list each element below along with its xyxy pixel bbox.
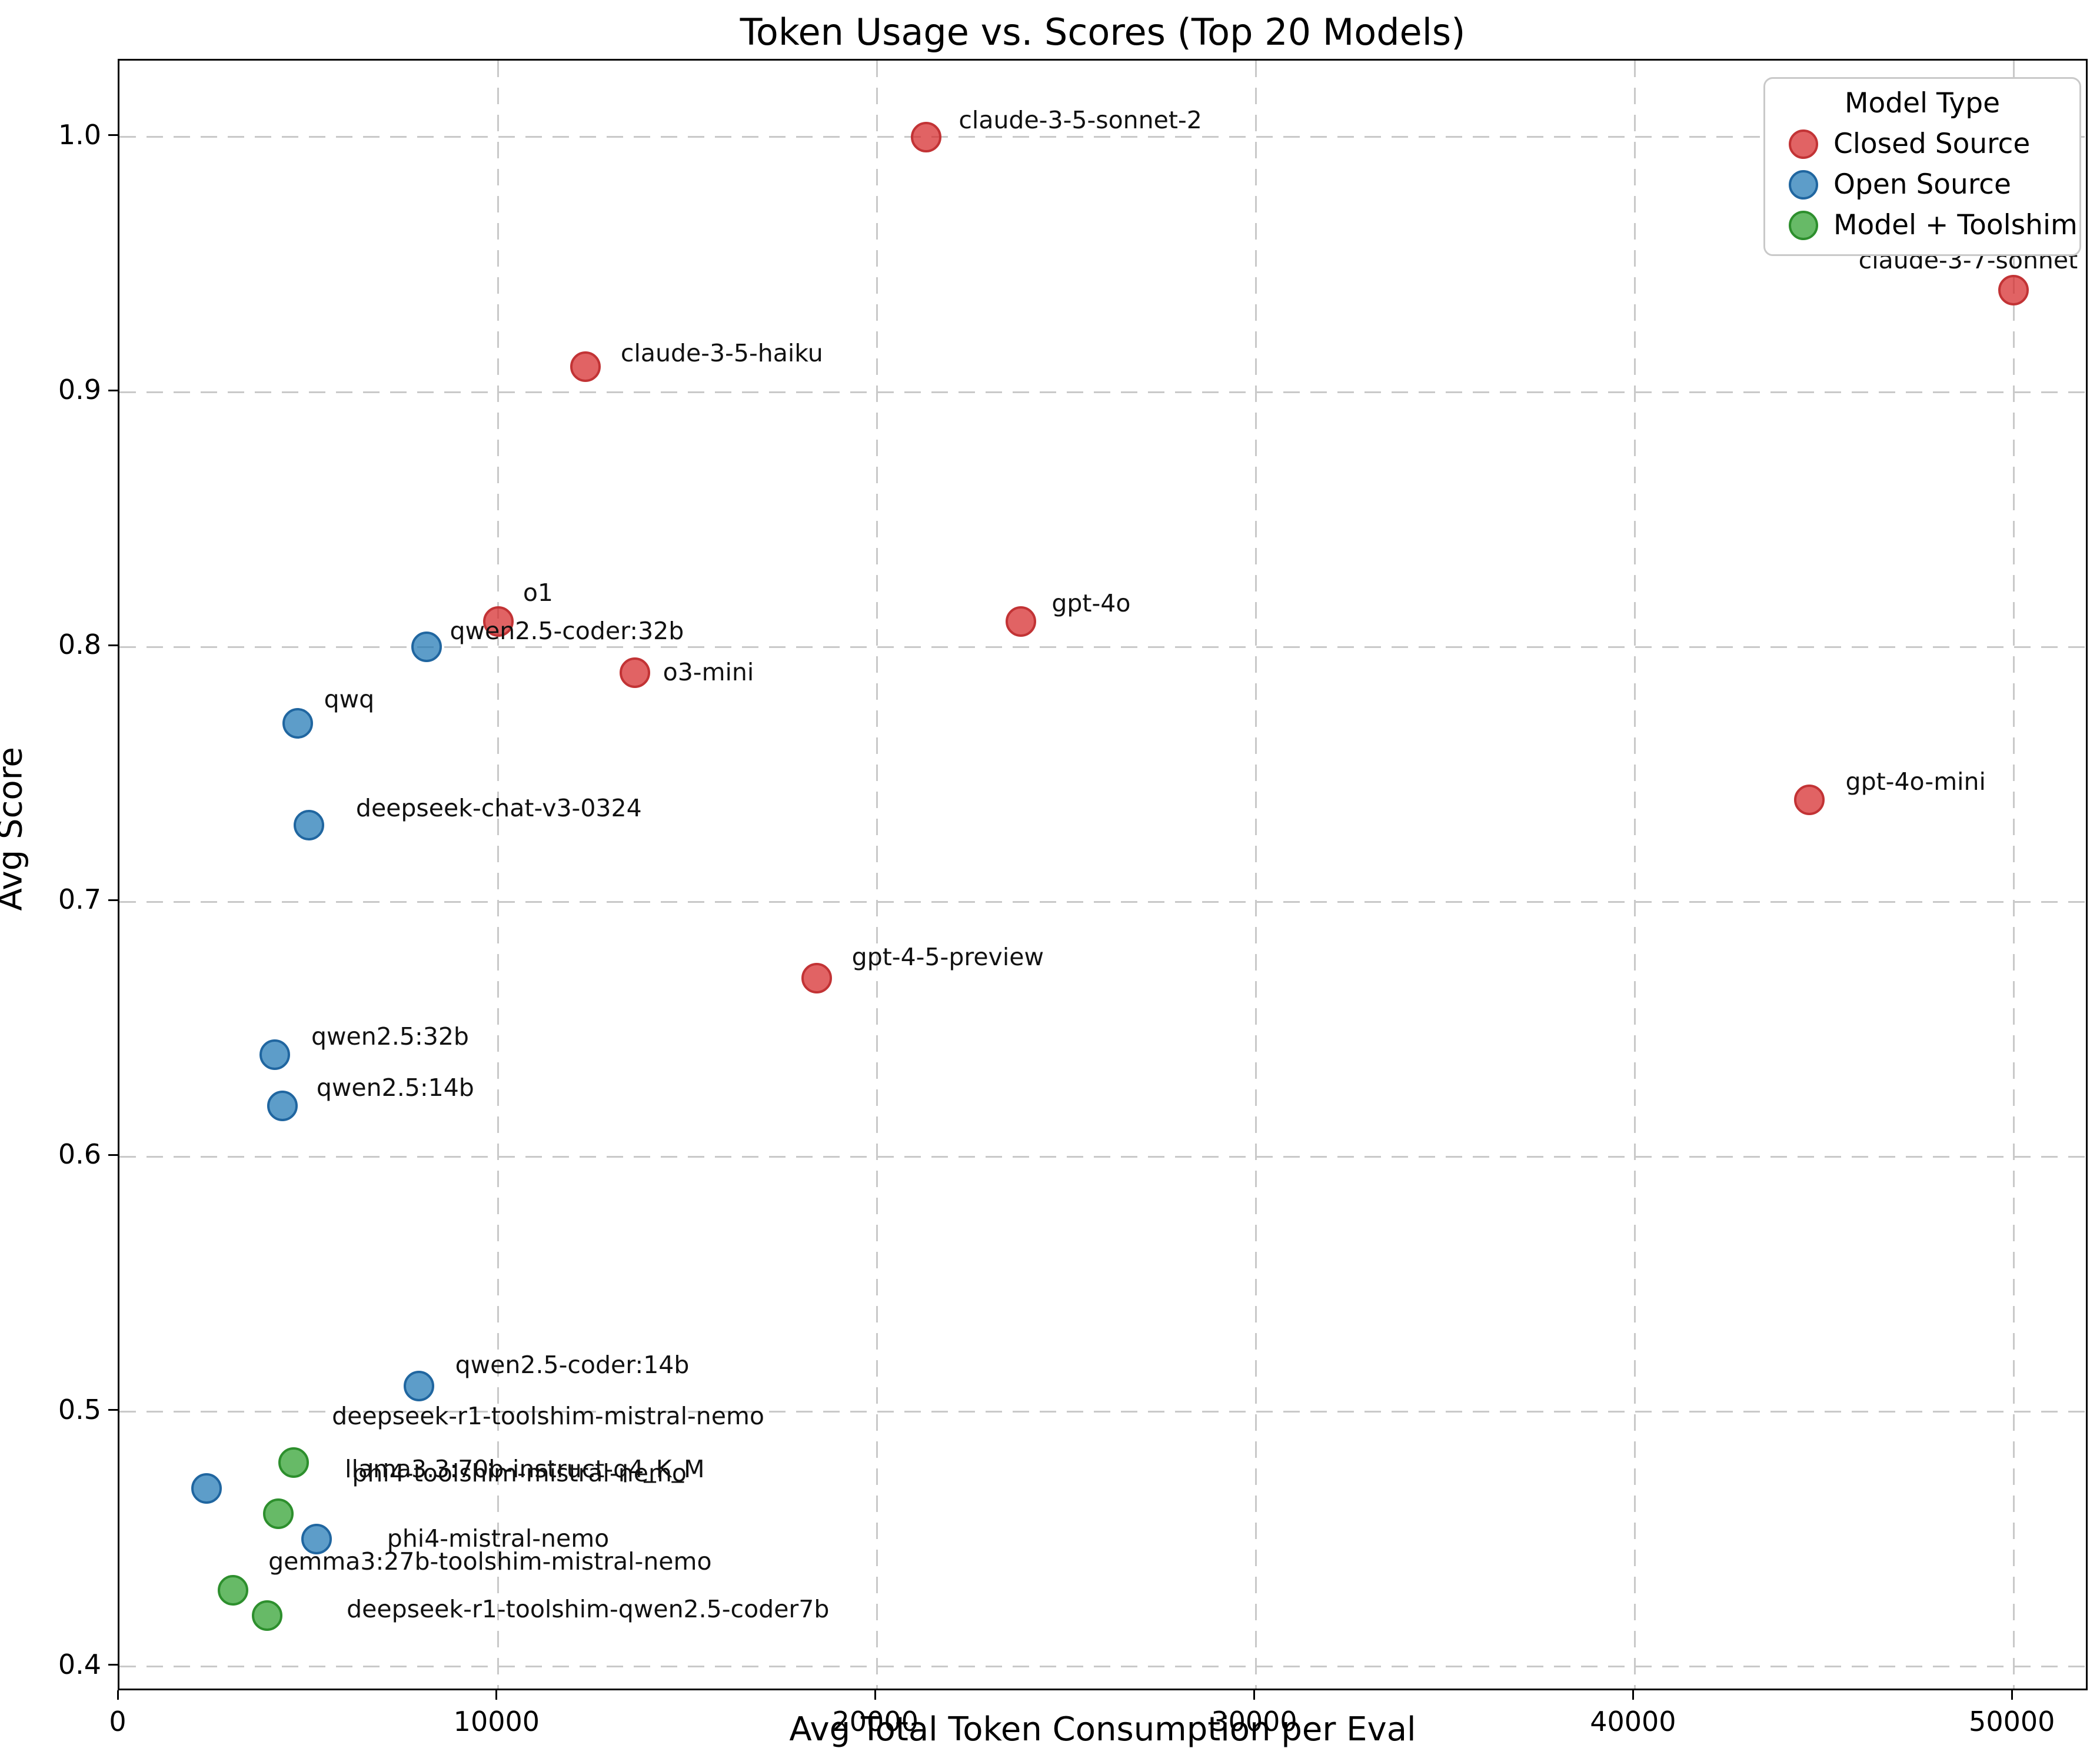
- y-tick-mark: [108, 1664, 118, 1666]
- x-tick-label: 0: [109, 1706, 127, 1737]
- point-label-gpt-4o: gpt-4o: [1051, 589, 1131, 617]
- point-label-gemma3:27b-toolshim-mistral-nemo: gemma3:27b-toolshim-mistral-nemo: [268, 1547, 712, 1576]
- y-tick-label: 0.4: [58, 1648, 101, 1680]
- gridline-horizontal: [119, 1666, 2086, 1668]
- scatter-point-claude-3-5-sonnet-2: [911, 121, 942, 152]
- point-label-deepseek-r1-toolshim-mistral-nemo: deepseek-r1-toolshim-mistral-nemo: [332, 1402, 765, 1431]
- y-tick-label: 0.6: [58, 1138, 101, 1171]
- x-tick-mark: [1632, 1690, 1634, 1700]
- x-tick-mark: [117, 1690, 119, 1700]
- y-tick-mark: [108, 389, 118, 391]
- y-tick-mark: [108, 134, 118, 137]
- point-label-o1: o1: [522, 578, 554, 607]
- x-tick-label: 30000: [1211, 1706, 1297, 1737]
- legend: Model Type Closed Source Open Source Model…: [1763, 77, 2081, 256]
- x-tick-mark: [495, 1690, 498, 1700]
- scatter-point-qwen2.5:32b: [259, 1039, 290, 1071]
- y-tick-label: 0.8: [58, 629, 101, 661]
- point-label-gpt-4-5-preview: gpt-4-5-preview: [851, 943, 1044, 972]
- y-tick-label: 0.7: [58, 883, 101, 916]
- scatter-point-qwen2.5:14b: [267, 1090, 298, 1121]
- x-tick-label: 20000: [832, 1706, 918, 1737]
- scatter-point-gpt-4-5-preview: [801, 963, 832, 994]
- legend-rows: Closed Source Open Source Model + Toolshim: [1780, 128, 2078, 241]
- y-tick-mark: [108, 644, 118, 646]
- gridline-vertical: [2012, 61, 2015, 1689]
- scatter-point-llama3.3:70b-instruct-q4_K_M: [191, 1473, 222, 1504]
- y-tick-mark: [108, 1154, 118, 1156]
- gridline-vertical: [1633, 61, 1636, 1689]
- point-label-phi4-toolshim-mistral-nemo: phi4-toolshim-mistral-nemo: [352, 1458, 687, 1487]
- point-label-deepseek-r1-toolshim-qwen2.5-coder7b: deepseek-r1-toolshim-qwen2.5-coder7b: [347, 1595, 830, 1624]
- legend-item-label: Model + Toolshim: [1833, 209, 2078, 241]
- y-axis-label: Avg Score: [0, 747, 30, 911]
- y-tick-label: 0.5: [58, 1393, 101, 1425]
- x-tick-label: 40000: [1590, 1706, 1676, 1737]
- legend-title: Model Type: [1844, 87, 2000, 119]
- scatter-point-deepseek-r1-toolshim-mistral-nemo: [278, 1447, 309, 1478]
- legend-item-Closed Source: Closed Source: [1780, 128, 2064, 160]
- scatter-point-qwen2.5-coder:14b: [403, 1371, 434, 1402]
- gridline-horizontal: [119, 136, 2086, 138]
- point-label-qwq: qwq: [324, 685, 375, 714]
- point-label-qwen2.5-coder:32b: qwen2.5-coder:32b: [450, 617, 684, 646]
- point-label-qwen2.5:32b: qwen2.5:32b: [311, 1022, 469, 1051]
- legend-item-label: Closed Source: [1833, 128, 2031, 160]
- scatter-point-gpt-4o-mini: [1793, 785, 1825, 816]
- scatter-point-phi4-mistral-nemo: [301, 1524, 332, 1555]
- y-tick-label: 1.0: [58, 118, 101, 151]
- scatter-point-o1: [482, 606, 514, 637]
- gridline-vertical: [876, 61, 878, 1689]
- legend-item-Open Source: Open Source: [1780, 168, 2064, 201]
- x-tick-label: 50000: [1969, 1706, 2055, 1737]
- scatter-point-o3-mini: [619, 657, 650, 688]
- legend-marker: [1789, 210, 1818, 240]
- point-label-qwen2.5:14b: qwen2.5:14b: [316, 1073, 474, 1102]
- x-tick-label: 10000: [453, 1706, 540, 1737]
- x-tick-mark: [874, 1690, 877, 1700]
- point-label-llama3.3:70b-instruct-q4_K_M: llama3.3:70b-instruct-q4_K_M: [345, 1454, 705, 1483]
- point-label-claude-3-5-haiku: claude-3-5-haiku: [620, 338, 823, 367]
- gridline-vertical: [1255, 61, 1257, 1689]
- point-label-claude-3-5-sonnet-2: claude-3-5-sonnet-2: [959, 105, 1202, 134]
- scatter-point-claude-3-5-haiku: [570, 351, 601, 382]
- gridline-horizontal: [119, 391, 2086, 393]
- scatter-point-qwen2.5-coder:32b: [411, 632, 442, 663]
- scatter-point-deepseek-chat-v3-0324: [293, 810, 324, 841]
- gridline-horizontal: [119, 1411, 2086, 1413]
- scatter-point-gpt-4o: [1006, 606, 1037, 637]
- gridline-vertical: [497, 61, 500, 1689]
- chart-title: Token Usage vs. Scores (Top 20 Models): [740, 11, 1466, 54]
- plot-area: claude-3-5-sonnet-2 claude-3-7-sonnet clau…: [118, 59, 2088, 1690]
- y-tick-mark: [108, 899, 118, 901]
- point-label-phi4-mistral-nemo: phi4-mistral-nemo: [387, 1524, 610, 1553]
- point-label-o3-mini: o3-mini: [663, 657, 754, 686]
- x-axis-label: Avg Total Token Consumption per Eval: [789, 1710, 1416, 1748]
- scatter-point-qwq: [282, 708, 313, 739]
- scatter-point-claude-3-7-sonnet: [1998, 274, 2029, 305]
- point-label-qwen2.5-coder:14b: qwen2.5-coder:14b: [455, 1351, 690, 1380]
- y-tick-label: 0.9: [58, 374, 101, 406]
- y-tick-mark: [108, 1409, 118, 1411]
- scatter-point-gemma3:27b-toolshim-mistral-nemo: [218, 1574, 249, 1606]
- point-label-gpt-4o-mini: gpt-4o-mini: [1845, 767, 1986, 796]
- legend-item-label: Open Source: [1833, 168, 2011, 201]
- scatter-point-phi4-toolshim-mistral-nemo: [263, 1498, 294, 1529]
- legend-marker: [1789, 170, 1818, 200]
- point-label-deepseek-chat-v3-0324: deepseek-chat-v3-0324: [355, 794, 642, 823]
- x-tick-mark: [1253, 1690, 1256, 1700]
- x-tick-mark: [2011, 1690, 2013, 1700]
- legend-marker: [1789, 129, 1818, 159]
- gridline-horizontal: [119, 900, 2086, 903]
- gridline-horizontal: [119, 1155, 2086, 1158]
- scatter-point-deepseek-r1-toolshim-qwen2.5-coder7b: [252, 1600, 283, 1631]
- gridline-horizontal: [119, 646, 2086, 648]
- legend-item-Model + Toolshim: Model + Toolshim: [1780, 209, 2078, 241]
